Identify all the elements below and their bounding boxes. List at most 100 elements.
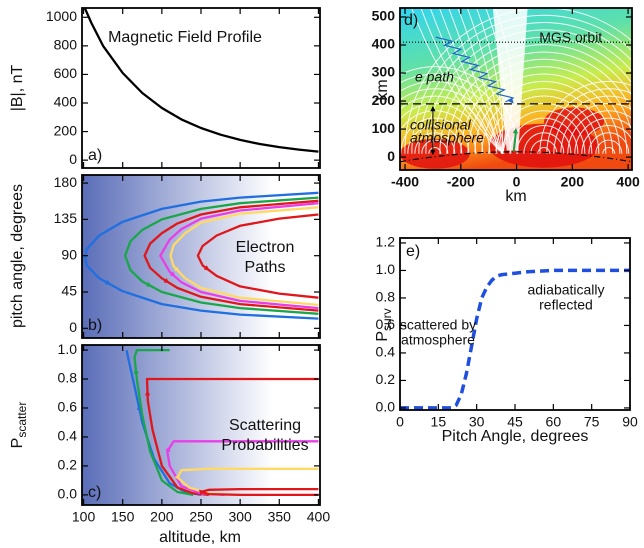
plot-area	[400, 268, 630, 410]
surface	[400, 151, 632, 163]
x-tick-label: -200	[447, 174, 475, 190]
field-line	[448, 8, 503, 154]
y-tick-label: 200	[54, 122, 78, 138]
y-axis-label: km	[374, 79, 391, 100]
field-line	[411, 14, 632, 154]
field-line	[574, 117, 632, 154]
y-tick-label: 500	[372, 8, 396, 24]
field-line	[411, 8, 503, 155]
annotation: scattered by	[400, 317, 476, 333]
field-line	[567, 110, 632, 154]
data-line	[400, 268, 630, 410]
arrowhead	[169, 271, 176, 278]
data-line	[123, 196, 319, 315]
panel-title: Magnetic Field Profile	[108, 29, 262, 46]
y-axis-label: Pscatter	[9, 402, 29, 449]
arrowhead	[165, 446, 171, 453]
x-tick-label: 200	[150, 509, 174, 525]
x-tick-label: 300	[228, 509, 252, 525]
y-tick-label: 0.2	[58, 457, 78, 473]
panel-letter: d)	[404, 12, 418, 29]
path-label: e path	[415, 68, 454, 84]
y-axis-label-sub: scatter	[15, 402, 29, 438]
field-line	[420, 8, 503, 155]
orbit-label: MGS orbit	[539, 29, 602, 45]
field-blob	[400, 138, 470, 169]
frame	[399, 237, 631, 411]
x-tick-label: 250	[189, 509, 213, 525]
arrowhead	[508, 97, 514, 104]
plot-area	[82, 175, 320, 338]
arrowhead	[430, 105, 436, 112]
y-tick-label: 0	[387, 148, 395, 164]
panel-letter: e)	[406, 243, 420, 260]
arrowhead	[199, 489, 205, 495]
y-tick-label: 1000	[46, 8, 77, 24]
x-tick-label: 60	[546, 414, 562, 430]
field-line	[516, 125, 572, 154]
field-line	[446, 51, 632, 154]
y-tick-label: 0.8	[376, 289, 396, 305]
arrowhead	[512, 127, 518, 134]
y-tick-label: 45	[61, 283, 77, 299]
arrowhead	[173, 266, 180, 273]
field-line	[546, 88, 632, 154]
frame	[399, 7, 633, 171]
data-line	[196, 213, 319, 299]
arrowhead	[430, 149, 436, 156]
x-tick-label: 0	[396, 414, 404, 430]
x-tick-label: 200	[561, 174, 585, 190]
y-tick-label: 0.4	[376, 344, 396, 360]
panel-letter: b)	[88, 317, 102, 334]
x-tick-label: 100	[72, 509, 96, 525]
plot-area	[84, 8, 319, 153]
field-line	[581, 125, 632, 154]
y-tick-label: 1.2	[376, 234, 396, 250]
field-line	[530, 139, 558, 154]
atmosphere-label: collisional	[410, 117, 472, 133]
plot-area: MGS orbit e path	[400, 8, 632, 170]
x-tick-label: 400	[616, 174, 640, 190]
frame	[81, 344, 321, 506]
y-tick-label: 100	[372, 120, 396, 136]
field-line	[488, 95, 600, 154]
annotation: reflected	[539, 297, 593, 313]
y-tick-label: 135	[54, 210, 78, 226]
field-line	[466, 8, 503, 154]
field-line	[485, 8, 507, 154]
electron-path	[435, 36, 515, 103]
y-tick-label: 90	[61, 246, 77, 262]
field-line	[502, 110, 586, 154]
x-tick-label: 30	[469, 414, 485, 430]
data-line	[169, 206, 319, 307]
y-tick-label: 400	[54, 94, 78, 110]
field-line	[509, 117, 579, 154]
field-line	[476, 8, 504, 154]
y-axis-label: Psurv	[374, 308, 394, 341]
data-line	[83, 191, 319, 320]
field-line	[421, 139, 449, 154]
y-axis-label: |B|, nT	[9, 65, 26, 112]
panel-title: Paths	[245, 259, 286, 276]
y-tick-label: 180	[54, 174, 78, 190]
field-line	[425, 29, 632, 154]
data-line	[159, 202, 319, 310]
arrowhead	[146, 281, 153, 287]
field-line	[494, 8, 513, 154]
annotation: adiabatically	[527, 282, 604, 298]
x-tick-label: 0	[513, 174, 521, 190]
y-tick-label: 1.0	[376, 261, 396, 277]
field-line	[588, 132, 630, 154]
field-line	[457, 8, 503, 154]
field-line	[453, 58, 632, 154]
y-axis-label-main: P	[374, 331, 391, 342]
y-tick-label: 0.0	[58, 486, 78, 502]
x-tick-label: 90	[622, 414, 638, 430]
field-line	[400, 80, 505, 154]
frame	[81, 7, 321, 169]
panel-title: Electron	[236, 239, 295, 256]
panel-title: Scattering	[229, 417, 301, 434]
field-line	[537, 147, 551, 154]
arrowhead	[133, 368, 139, 374]
field-cone	[492, 8, 528, 151]
